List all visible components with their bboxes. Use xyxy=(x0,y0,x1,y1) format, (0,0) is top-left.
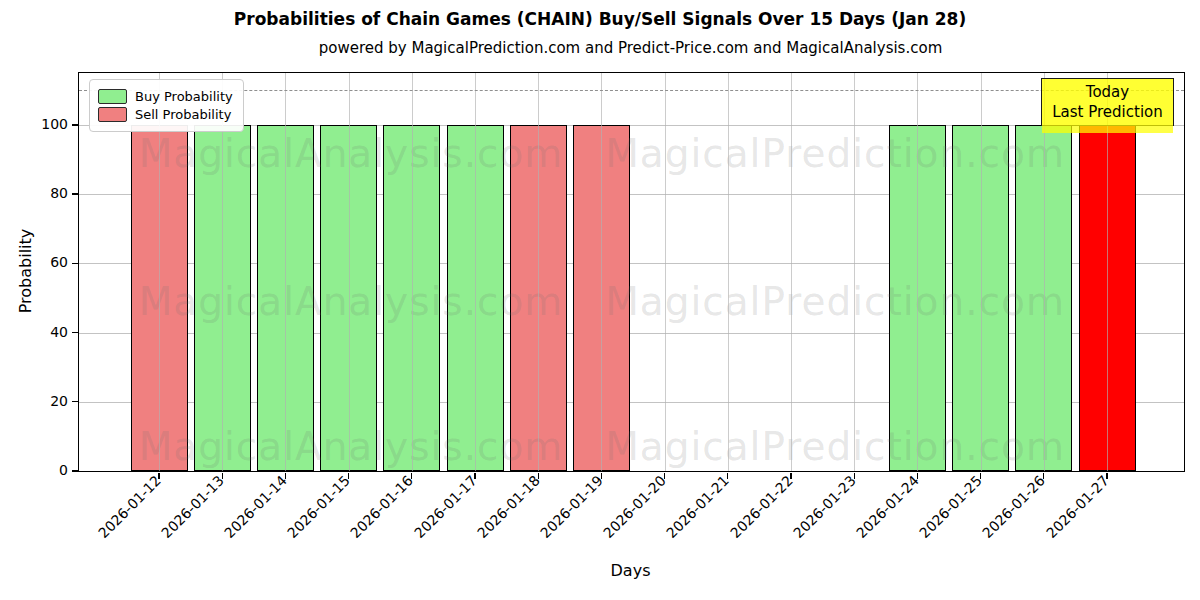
gridline-vertical xyxy=(285,73,286,471)
legend-item: Buy Probability xyxy=(98,89,233,104)
watermark-text: MagicalAnalysis.com xyxy=(139,131,564,176)
y-tick-mark xyxy=(72,193,78,194)
legend-swatch-icon xyxy=(98,107,127,122)
gridline-vertical xyxy=(917,73,918,471)
x-axis-label: Days xyxy=(78,561,1183,580)
y-tick-mark xyxy=(72,263,78,264)
y-axis-label: Probability xyxy=(16,229,35,314)
legend-swatch-icon xyxy=(98,89,127,104)
plot-area: MagicalAnalysis.com MagicalPrediction.com… xyxy=(78,72,1185,472)
today-annotation-box: Today Last Prediction xyxy=(1041,78,1174,126)
watermark-text: MagicalAnalysis.com xyxy=(139,279,564,324)
gridline-vertical xyxy=(349,73,350,471)
y-tick-mark xyxy=(72,401,78,402)
watermark-text: MagicalPrediction.com xyxy=(605,279,1065,324)
today-annotation-line1: Today xyxy=(1086,82,1129,102)
gridline-vertical xyxy=(665,73,666,471)
watermark-text: MagicalAnalysis.com xyxy=(139,424,564,469)
y-tick-mark xyxy=(72,470,78,471)
gridline-vertical xyxy=(981,73,982,471)
legend: Buy Probability Sell Probability xyxy=(89,79,244,132)
gridline-vertical xyxy=(538,73,539,471)
y-tick-label: 60 xyxy=(24,254,68,270)
watermark-text: MagicalPrediction.com xyxy=(605,131,1065,176)
y-tick-label: 0 xyxy=(24,462,68,478)
threshold-dashed-line xyxy=(79,90,1184,91)
legend-item-label: Sell Probability xyxy=(135,107,231,122)
y-tick-mark xyxy=(72,124,78,125)
watermark-text: MagicalPrediction.com xyxy=(605,424,1065,469)
chart-title: Probabilities of Chain Games (CHAIN) Buy… xyxy=(0,9,1200,29)
y-tick-label: 80 xyxy=(24,185,68,201)
gridline-vertical xyxy=(222,73,223,471)
gridline-vertical xyxy=(791,73,792,471)
gridline-vertical xyxy=(159,73,160,471)
gridline-vertical xyxy=(412,73,413,471)
gridline-vertical xyxy=(854,73,855,471)
legend-item: Sell Probability xyxy=(98,107,233,122)
y-tick-label: 40 xyxy=(24,324,68,340)
y-tick-label: 100 xyxy=(24,116,68,132)
gridline-vertical xyxy=(728,73,729,471)
today-annotation-line2: Last Prediction xyxy=(1052,102,1163,122)
chart-figure: Probabilities of Chain Games (CHAIN) Buy… xyxy=(0,0,1200,600)
legend-rows: Buy Probability Sell Probability xyxy=(98,89,233,122)
y-tick-mark xyxy=(72,332,78,333)
gridline-vertical xyxy=(601,73,602,471)
legend-item-label: Buy Probability xyxy=(135,89,233,104)
gridline-vertical xyxy=(475,73,476,471)
y-tick-label: 20 xyxy=(24,393,68,409)
chart-subtitle: powered by MagicalPrediction.com and Pre… xyxy=(78,39,1183,57)
